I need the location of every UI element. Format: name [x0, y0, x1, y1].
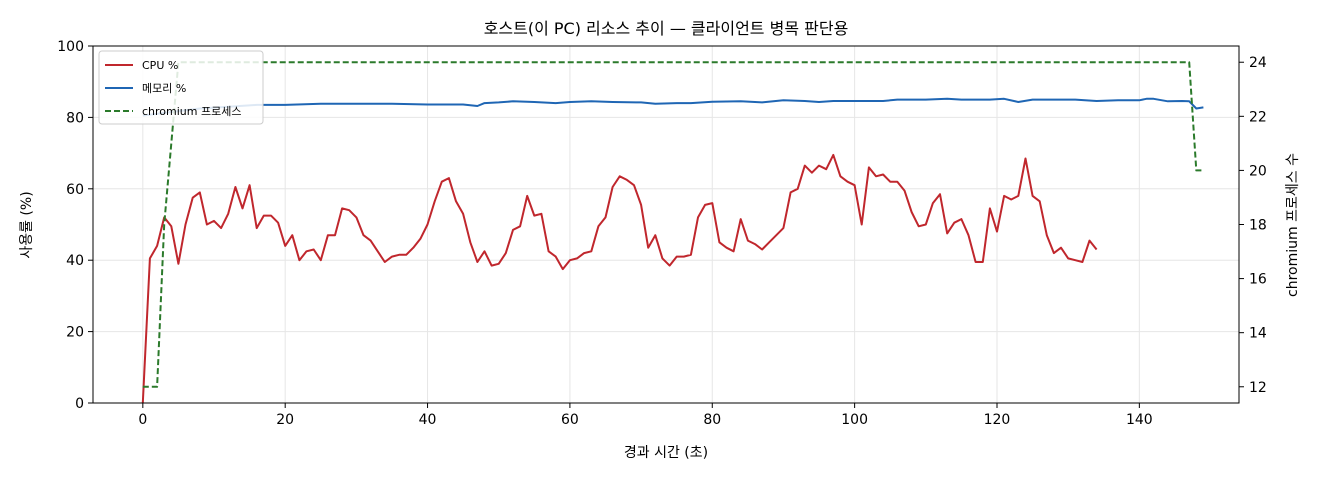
- legend-box: [98, 50, 264, 125]
- y2-tick-label: 16: [1249, 272, 1267, 288]
- x-tick-label: 120: [984, 412, 1011, 428]
- y2-tick-label: 18: [1249, 218, 1267, 234]
- x-tick-label: 60: [561, 412, 579, 428]
- y2-tick-label: 14: [1249, 326, 1267, 342]
- legend: CPU % 메모리 % chromium 프로세스: [98, 50, 264, 125]
- y-tick-label: 80: [66, 110, 84, 126]
- x-tick-label: 0: [138, 412, 147, 428]
- series-layer: [141, 61, 1204, 404]
- y-axis-left: 0 20 40 60 80 100: [57, 39, 93, 412]
- memory-line: [142, 97, 1204, 117]
- x-tick-label: 40: [419, 412, 437, 428]
- y2-tick-label: 24: [1249, 55, 1267, 71]
- y-tick-label: 20: [66, 325, 84, 341]
- x-tick-label: 140: [1126, 412, 1153, 428]
- cpu-line: [141, 153, 1098, 404]
- legend-label-cpu: CPU %: [142, 59, 178, 72]
- chart-title: 호스트(이 PC) 리소스 추이 — 클라이언트 병목 판단용: [484, 19, 849, 38]
- y2-tick-label: 22: [1249, 109, 1267, 125]
- y-axis-right-title: chromium 프로세스 수: [1285, 153, 1301, 297]
- y2-tick-label: 20: [1249, 163, 1267, 179]
- x-tick-label: 100: [841, 412, 868, 428]
- y-tick-label: 100: [57, 39, 84, 55]
- y-axis-left-title: 사용률 (%): [19, 191, 35, 258]
- legend-label-memory: 메모리 %: [142, 82, 186, 95]
- y-tick-label: 0: [75, 396, 84, 412]
- x-tick-label: 80: [703, 412, 721, 428]
- x-axis: 0 20 40 60 80 100 120 140: [138, 403, 1153, 428]
- y-tick-label: 60: [66, 182, 84, 198]
- x-axis-title: 경과 시간 (초): [624, 445, 708, 461]
- legend-label-chromium: chromium 프로세스: [142, 105, 241, 118]
- y-axis-right: 12 14 16 18 20 22 24: [1239, 55, 1267, 396]
- x-tick-label: 20: [276, 412, 294, 428]
- y-tick-label: 40: [66, 253, 84, 269]
- y2-tick-label: 12: [1249, 380, 1267, 396]
